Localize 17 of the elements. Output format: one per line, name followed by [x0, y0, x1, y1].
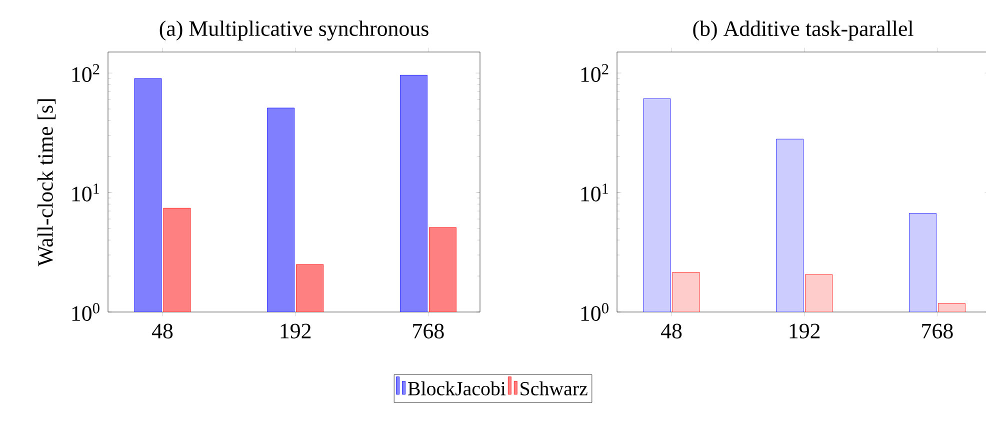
chart-title: (a) Multiplicative synchronous	[160, 20, 428, 41]
chart-title: (b) Additive task-parallel	[693, 20, 914, 41]
x-tick-label: 192	[280, 324, 311, 338]
y-tick-label: 10$^{2}$	[581, 64, 608, 82]
y-tick-label: 10$^{2}$	[72, 64, 100, 82]
x-tick-label: 192	[790, 324, 820, 338]
x-tick-label: 48	[152, 324, 173, 339]
x-tick-label: 768	[922, 324, 953, 339]
y-tick-label: 10$^{0}$	[72, 303, 100, 321]
legend-label: Schwarz	[520, 381, 588, 396]
y-tick-label: 10$^{0}$	[581, 303, 608, 321]
x-tick-label: 48	[660, 324, 682, 339]
x-tick-label: 768	[413, 324, 444, 339]
legend-label: BlockJacobi	[408, 381, 506, 396]
y-axis-title: Wall-clock time [s]	[37, 99, 56, 266]
y-tick-label: 10$^{1}$	[581, 184, 608, 202]
y-tick-label: 10$^{1}$	[72, 184, 100, 202]
